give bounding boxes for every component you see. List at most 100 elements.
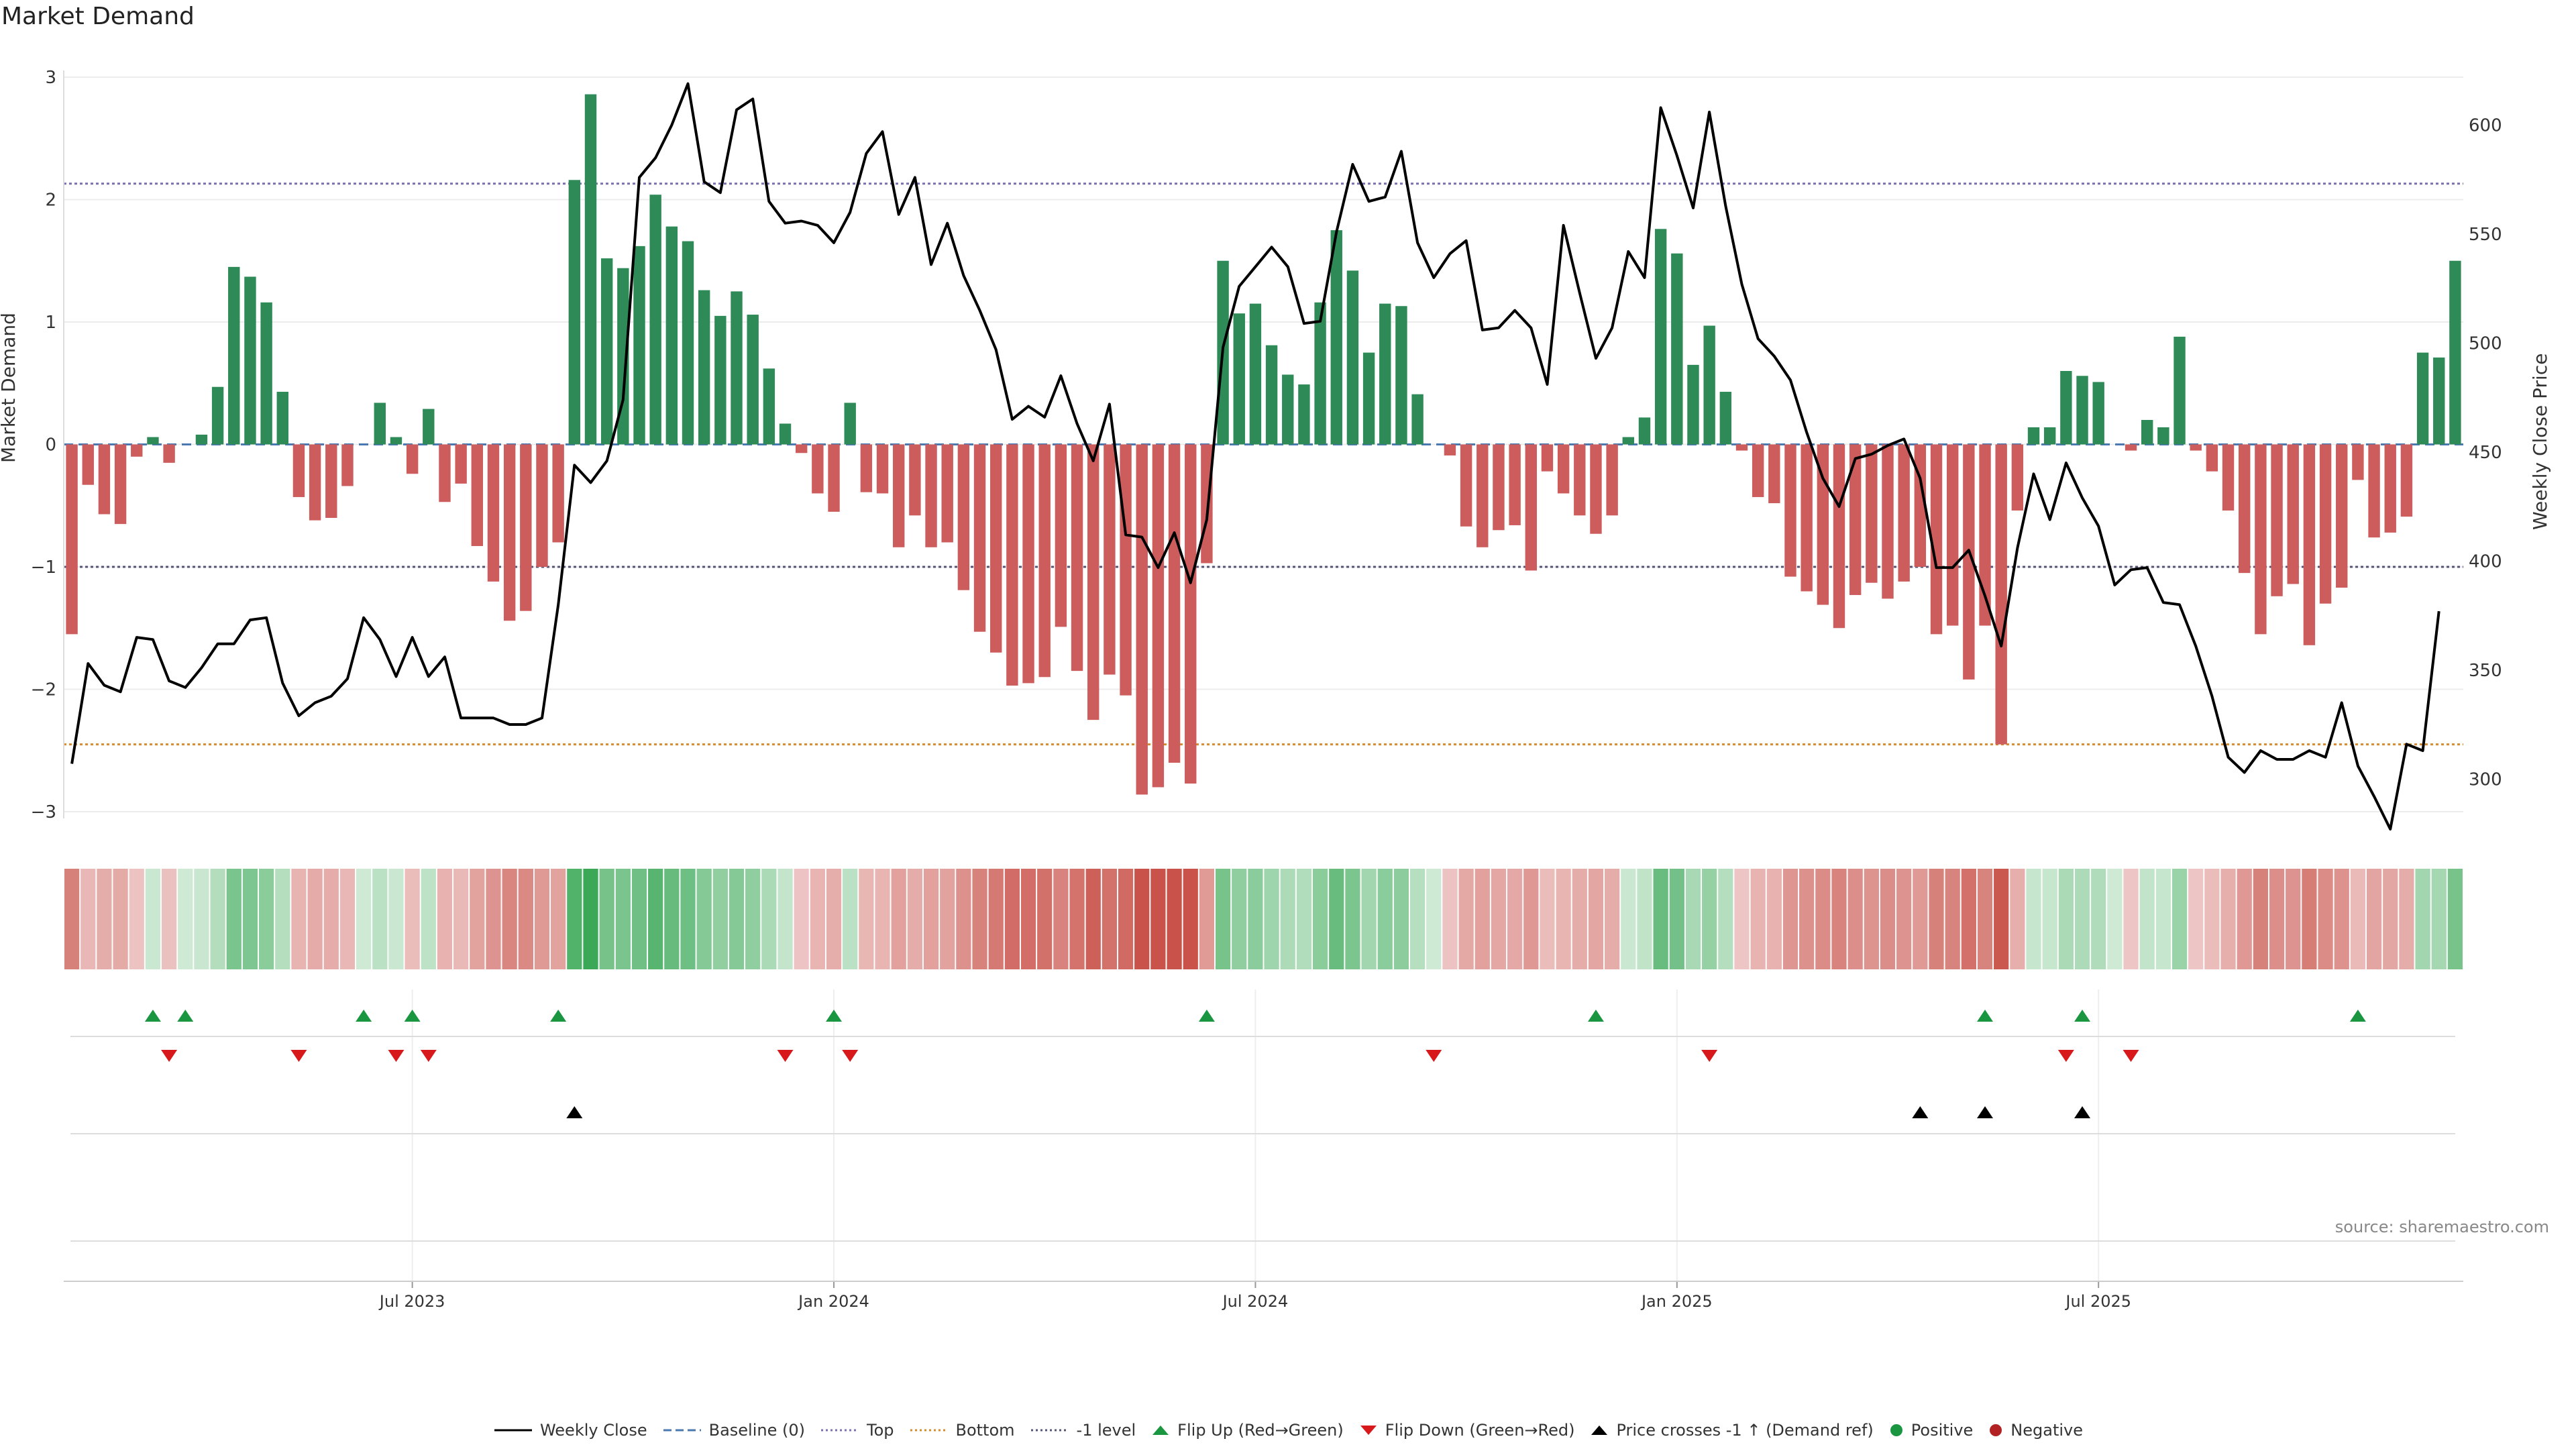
heat-cell [2383, 869, 2398, 969]
demand-bar [1946, 444, 1959, 626]
heat-cell [712, 869, 728, 969]
heat-cell [1961, 869, 1976, 969]
demand-bar [1055, 444, 1067, 627]
demand-bar [455, 444, 467, 484]
heat-cell [1426, 869, 1442, 969]
flip-down-marker [2057, 1050, 2074, 1062]
heat-cell [2334, 869, 2349, 969]
heat-cell [1118, 869, 1134, 969]
demand-bar [2060, 371, 2072, 445]
heat-cell [534, 869, 550, 969]
heat-cell [1913, 869, 1928, 969]
demand-bar [1362, 352, 1375, 445]
demand-bar [2287, 444, 2299, 584]
heat-cell [2074, 869, 2090, 969]
heat-cell [843, 869, 858, 969]
demand-bar [1460, 444, 1472, 527]
heat-cell [599, 869, 614, 969]
heat-cell [1167, 869, 1182, 969]
demand-bar [1735, 444, 1748, 451]
heat-cell [794, 869, 809, 969]
heat-cell [1232, 869, 1247, 969]
demand-bar [1622, 437, 1635, 445]
heat-cell [1653, 869, 1668, 969]
demand-bar [1801, 444, 1813, 592]
heat-cell [810, 869, 825, 969]
flip-down-marker [777, 1050, 794, 1062]
demand-bar [2303, 444, 2316, 645]
demand-bar [406, 444, 419, 474]
demand-bar [341, 444, 354, 486]
price-cross-marker [1912, 1106, 1929, 1118]
demand-bar [1541, 444, 1554, 472]
legend-label: Weekly Close [539, 1421, 647, 1440]
demand-bar [747, 315, 759, 445]
heat-cell [1312, 869, 1328, 969]
legend-label: Bottom [955, 1421, 1015, 1440]
heat-cell [2155, 869, 2171, 969]
demand-bar [2416, 352, 2429, 445]
demand-bar [1038, 444, 1051, 678]
heat-cell [1215, 869, 1231, 969]
demand-bar [2255, 444, 2267, 635]
demand-bar [1152, 444, 1165, 788]
heat-cell [470, 869, 485, 969]
heat-cell [307, 869, 323, 969]
heat-cell [2318, 869, 2333, 969]
heat-cell [1880, 869, 1896, 969]
legend-item-negative: Negative [1988, 1421, 2083, 1440]
heat-cell [875, 869, 890, 969]
legend-item-baseline: Baseline (0) [662, 1421, 805, 1440]
demand-bar [1022, 444, 1034, 684]
demand-bar [1995, 444, 2007, 745]
demand-bar [1963, 444, 1975, 680]
demand-bar [147, 437, 159, 445]
heat-cell [1896, 869, 1912, 969]
heat-cell [2107, 869, 2123, 969]
demand-bar [195, 434, 208, 445]
demand-bar [584, 94, 597, 445]
demand-bar [795, 444, 808, 453]
heat-cell [1361, 869, 1377, 969]
flip-down-marker [1426, 1050, 1442, 1062]
heat-cell [1393, 869, 1409, 969]
heat-cell [1799, 869, 1815, 969]
heat-cell [1523, 869, 1539, 969]
heat-cell [194, 869, 209, 969]
demand-bar [1104, 444, 1116, 675]
heat-cell [1977, 869, 1993, 969]
demand-bar [876, 444, 889, 494]
heat-cell [1815, 869, 1831, 969]
demand-bar [1330, 230, 1342, 445]
demand-bar [1168, 444, 1181, 763]
heat-cell [372, 869, 388, 969]
demand-bar [617, 268, 629, 445]
heat-cell [1264, 869, 1279, 969]
heat-cell [1782, 869, 1799, 969]
demand-bar [374, 402, 386, 445]
demand-bar [568, 180, 581, 445]
heat-cell [631, 869, 647, 969]
demand-bar [1638, 417, 1651, 445]
demand-bar [2222, 444, 2235, 511]
heat-cell [129, 869, 144, 969]
flip-up-marker [2349, 1010, 2366, 1022]
heat-cell [2010, 869, 2025, 969]
demand-bar [1914, 444, 1927, 567]
y-tick-label: 1 [45, 313, 56, 333]
heat-cell [2366, 869, 2382, 969]
demand-bar [98, 444, 111, 515]
heat-cell [421, 869, 436, 969]
legend-item-bottom: Bottom [909, 1421, 1015, 1440]
heat-cell [1150, 869, 1166, 969]
heat-cell [97, 869, 112, 969]
demand-bar [1314, 302, 1326, 445]
demand-bar [163, 444, 175, 463]
heat-cell [2058, 869, 2074, 969]
y-tick-label: −3 [31, 802, 56, 822]
demand-bar [1784, 444, 1796, 577]
demand-bar [1557, 444, 1570, 494]
demand-bar [131, 444, 143, 457]
demand-bar [2027, 427, 2040, 445]
